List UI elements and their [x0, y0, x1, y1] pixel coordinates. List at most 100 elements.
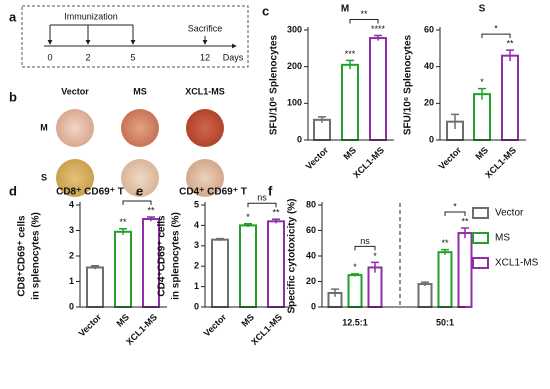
y-tick-label: 20	[424, 98, 434, 108]
y-axis-label: in splenocytes (%)	[171, 212, 182, 300]
timeline-box	[21, 5, 249, 68]
column-label: XCL1-MS	[185, 86, 225, 96]
error-bar	[351, 273, 359, 277]
panel-label: c	[262, 3, 269, 18]
significance-label: ****	[371, 24, 386, 34]
y-tick-label: 4	[194, 220, 199, 230]
bar	[267, 220, 285, 309]
y-tick-label: 1	[194, 281, 199, 291]
y-axis-label: SFU/10⁶ Splenocytes	[269, 34, 280, 135]
y-tick-label: 300	[287, 24, 302, 34]
row-label: M	[40, 122, 48, 132]
well	[121, 159, 159, 197]
significance-bracket	[444, 211, 466, 216]
y-tick-label: 4	[69, 199, 74, 209]
error-bar	[346, 59, 354, 70]
unit-label: Days	[223, 52, 244, 62]
legend-label: MS	[495, 233, 510, 244]
significance-label: **	[147, 205, 155, 215]
x-tick-label: MS	[239, 312, 256, 329]
error-bar	[91, 264, 99, 270]
day-label: 0	[47, 52, 52, 62]
day-label: 2	[85, 52, 90, 62]
error-bar	[451, 113, 459, 129]
chart-title: CD4⁺ CD69⁺ T	[179, 187, 247, 198]
error-bar	[461, 227, 469, 239]
column-label: Vector	[61, 86, 89, 96]
significance-label: *	[480, 77, 484, 87]
error-bar	[374, 34, 382, 41]
y-axis-label: SFU/10⁶ Splenocytes	[403, 34, 414, 135]
bar	[367, 266, 383, 309]
significance-label: **	[441, 238, 449, 248]
y-tick-label: 0	[429, 134, 434, 144]
legend-label: Vector	[495, 208, 524, 219]
y-tick-label: 200	[287, 61, 302, 71]
significance-label: **	[360, 9, 368, 19]
x-tick-label: XCL1-MS	[124, 312, 159, 347]
significance-label: *	[135, 190, 139, 200]
x-tick-label: XCL1-MS	[249, 312, 284, 347]
significance-label: *	[494, 24, 498, 34]
significance-label: ***	[345, 49, 356, 59]
bar	[114, 230, 132, 308]
bar	[501, 54, 519, 142]
bar	[86, 266, 104, 309]
significance-bracket	[354, 245, 376, 251]
y-tick-label: 0	[297, 134, 302, 144]
wells: Vector MS XCL1-MS M S	[40, 86, 225, 197]
timeline: Immunization Sacrifice 0 2 5 12 Days	[44, 11, 244, 62]
well	[56, 109, 94, 147]
legend-swatch	[472, 257, 489, 269]
y-axis-label: CD8⁺CD69⁺ cells	[17, 215, 28, 297]
x-tick-label: MS	[114, 312, 131, 329]
error-bar	[147, 216, 155, 222]
bar	[347, 274, 363, 308]
significance-bracket	[122, 200, 152, 205]
significance-label: *	[246, 212, 250, 222]
significance-label: *	[453, 201, 457, 211]
bar	[417, 283, 433, 308]
well	[56, 159, 94, 197]
y-tick-label: 40	[424, 61, 434, 71]
x-tick-label: Vector	[202, 312, 229, 339]
day-label: 12	[200, 52, 210, 62]
y-tick-label: 100	[287, 98, 302, 108]
y-tick-label: 0	[311, 301, 316, 311]
well	[186, 109, 224, 147]
significance-bracket	[247, 202, 277, 208]
x-tick-label: XCL1-MS	[351, 145, 386, 180]
y-tick-label: 2	[194, 261, 199, 271]
error-bar	[331, 288, 339, 297]
significance-label: **	[119, 217, 127, 227]
row-label: S	[41, 172, 47, 182]
column-label: MS	[133, 86, 147, 96]
y-tick-label: 60	[306, 225, 316, 235]
y-tick-label: 20	[306, 276, 316, 286]
y-tick-label: 80	[306, 199, 316, 209]
y-axis-label: in splenocytes (%)	[31, 212, 42, 300]
x-tick-label: XCL1-MS	[483, 145, 518, 180]
legend-swatch	[472, 207, 489, 219]
well	[186, 159, 224, 197]
legend-label: XCL1-MS	[495, 258, 539, 269]
day-label: 5	[130, 52, 135, 62]
significance-label: *	[353, 262, 357, 272]
error-bar	[478, 87, 486, 100]
panel-label: d	[9, 183, 17, 198]
bar	[473, 93, 491, 141]
error-bar	[506, 49, 514, 62]
panel-label: f	[268, 183, 273, 198]
bar	[341, 63, 359, 141]
y-axis-label: Specific cytotoxicity (%)	[287, 198, 298, 313]
panel-label: b	[9, 89, 17, 104]
legend-swatch	[472, 232, 489, 244]
bar	[369, 37, 387, 141]
y-tick-label: 3	[69, 225, 74, 235]
significance-label: **	[272, 208, 280, 218]
chart-title: M	[341, 4, 349, 15]
chart-title: S	[479, 4, 486, 15]
phase-label: Immunization	[64, 11, 118, 21]
y-tick-label: 40	[306, 250, 316, 260]
